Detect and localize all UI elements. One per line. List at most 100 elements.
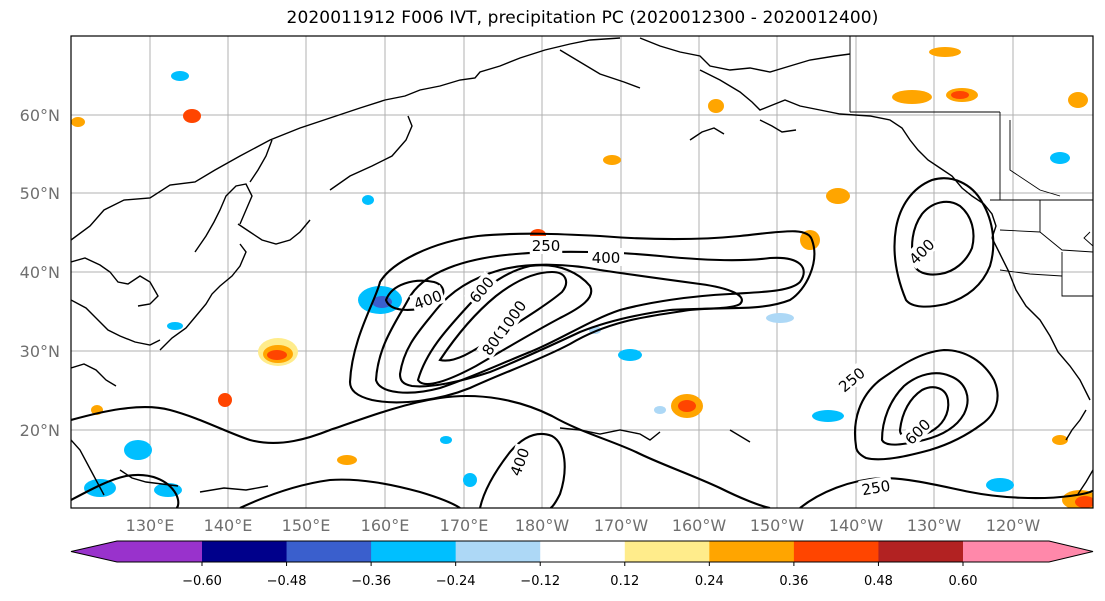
precip-negative-blob <box>362 195 374 205</box>
contour-label-background <box>505 443 534 481</box>
contour-label-background <box>899 413 936 450</box>
longitude-label: 130°W <box>907 516 962 535</box>
latitude-labels: 20°N 30°N 40°N 50°N 60°N <box>20 106 60 440</box>
colorbar-segment <box>371 541 457 562</box>
precipitation-shading <box>71 47 1093 508</box>
precip-positive-blob <box>708 99 724 113</box>
colorbar-segment <box>202 541 288 562</box>
contour-label-background <box>491 295 531 340</box>
longitude-label: 140°E <box>204 516 253 535</box>
ivt-contour-250 <box>348 230 816 404</box>
contour-label-text: 250 <box>860 477 891 500</box>
contour-label-text: 250 <box>532 237 561 255</box>
latitude-label: 40°N <box>20 263 60 282</box>
precip-positive-blob <box>826 188 850 204</box>
ivt-contour-800 <box>416 264 593 385</box>
map-title: 2020011912 F006 IVT, precipitation PC (2… <box>286 8 879 28</box>
colorbar-tick-label: 0.36 <box>779 574 808 589</box>
precip-positive-blob <box>71 117 85 127</box>
colorbar-segment <box>793 541 879 562</box>
precip-negative-blob <box>812 410 844 422</box>
colorbar-tick-label: −0.60 <box>182 574 222 589</box>
longitude-label: 180°W <box>515 516 570 535</box>
precip-positive-blob <box>1075 496 1093 508</box>
precip-negative-blob <box>1050 152 1070 164</box>
precip-positive-blob <box>1052 435 1068 445</box>
ivt-contour-250 <box>854 348 999 461</box>
precip-negative-blob <box>986 478 1014 492</box>
latitude-label: 30°N <box>20 342 60 361</box>
colorbar-segment <box>709 541 795 562</box>
coastlines <box>71 37 1093 496</box>
precip-positive-blob <box>267 350 287 360</box>
colorbar-tick-label: −0.12 <box>520 574 560 589</box>
precip-negative-blob <box>766 313 794 323</box>
precip-negative-blob <box>171 71 189 81</box>
contour-label-text: 400 <box>592 249 621 267</box>
colorbar-segment <box>286 541 372 562</box>
longitude-label: 150°E <box>282 516 331 535</box>
colorbar-tick-label: 0.60 <box>949 574 978 589</box>
precip-negative-blob <box>440 436 452 444</box>
precip-positive-blob <box>892 90 932 104</box>
colorbar-extension-high <box>963 541 1093 562</box>
precip-positive-blob <box>183 109 201 123</box>
precip-positive-blob <box>337 455 357 465</box>
longitude-label: 160°W <box>672 516 727 535</box>
contour-label-background <box>409 285 447 314</box>
ivt-contour-400 <box>911 200 975 276</box>
longitude-label: 160°E <box>361 516 410 535</box>
map-frame <box>70 35 1094 509</box>
longitude-label: 170°W <box>594 516 649 535</box>
colorbar-tick-label: 0.48 <box>864 574 893 589</box>
contour-label: 400 <box>588 248 624 267</box>
colorbar-segment <box>878 541 964 562</box>
contour-label: 600 <box>899 413 936 450</box>
longitude-label: 140°W <box>829 516 884 535</box>
ivt-contour-250 <box>799 476 1093 508</box>
precip-negative-blob <box>167 322 183 330</box>
political-boundaries <box>849 36 1093 297</box>
colorbar-tick-label: 0.24 <box>695 574 724 589</box>
precip-positive-blob <box>951 91 969 99</box>
colorbar-extension-low <box>71 541 202 562</box>
longitude-label: 120°W <box>986 516 1041 535</box>
precip-positive-blob <box>678 400 696 412</box>
ivt-contour-250 <box>71 395 771 508</box>
precip-positive-blob <box>218 393 232 407</box>
colorbar-tick-label: −0.36 <box>351 574 391 589</box>
contour-label-background <box>463 271 499 308</box>
contour-label: 250 <box>529 236 563 255</box>
colorbar-outline <box>70 540 1094 563</box>
precip-positive-blob <box>800 230 820 250</box>
precip-positive-blob <box>603 155 621 165</box>
contour-label-background <box>833 361 870 397</box>
longitude-labels: 130°E 140°E 150°E 160°E 170°E 180°W 170°W 160°W… <box>126 516 1041 535</box>
ivt-contour-250 <box>893 177 995 308</box>
ivt-contour-600 <box>384 279 445 311</box>
precip-positive-blob <box>1068 92 1088 108</box>
colorbar-tick-label: −0.48 <box>267 574 307 589</box>
contour-label-background <box>903 233 940 270</box>
precip-negative-blob <box>654 406 666 414</box>
precip-negative-blob <box>124 440 152 460</box>
colorbar-segment <box>540 541 626 562</box>
ivt-contour-400 <box>478 432 566 508</box>
precip-positive-blob <box>929 47 961 57</box>
longitude-label: 130°E <box>126 516 175 535</box>
precip-negative-blob <box>618 349 642 361</box>
colorbar-tick-label: 0.12 <box>610 574 639 589</box>
latitude-label: 20°N <box>20 421 60 440</box>
precip-negative-blob <box>463 473 477 487</box>
contour-label-background <box>588 248 624 266</box>
longitude-label: 150°W <box>750 516 805 535</box>
colorbar-segment <box>455 541 541 562</box>
latitude-label: 60°N <box>20 106 60 125</box>
contour-label: 250 <box>858 475 894 500</box>
ivt-contour-250 <box>239 478 461 508</box>
colorbar-segment <box>624 541 710 562</box>
longitude-label: 170°E <box>440 516 489 535</box>
contour-label-background <box>858 475 894 499</box>
latitude-label: 50°N <box>20 184 60 203</box>
